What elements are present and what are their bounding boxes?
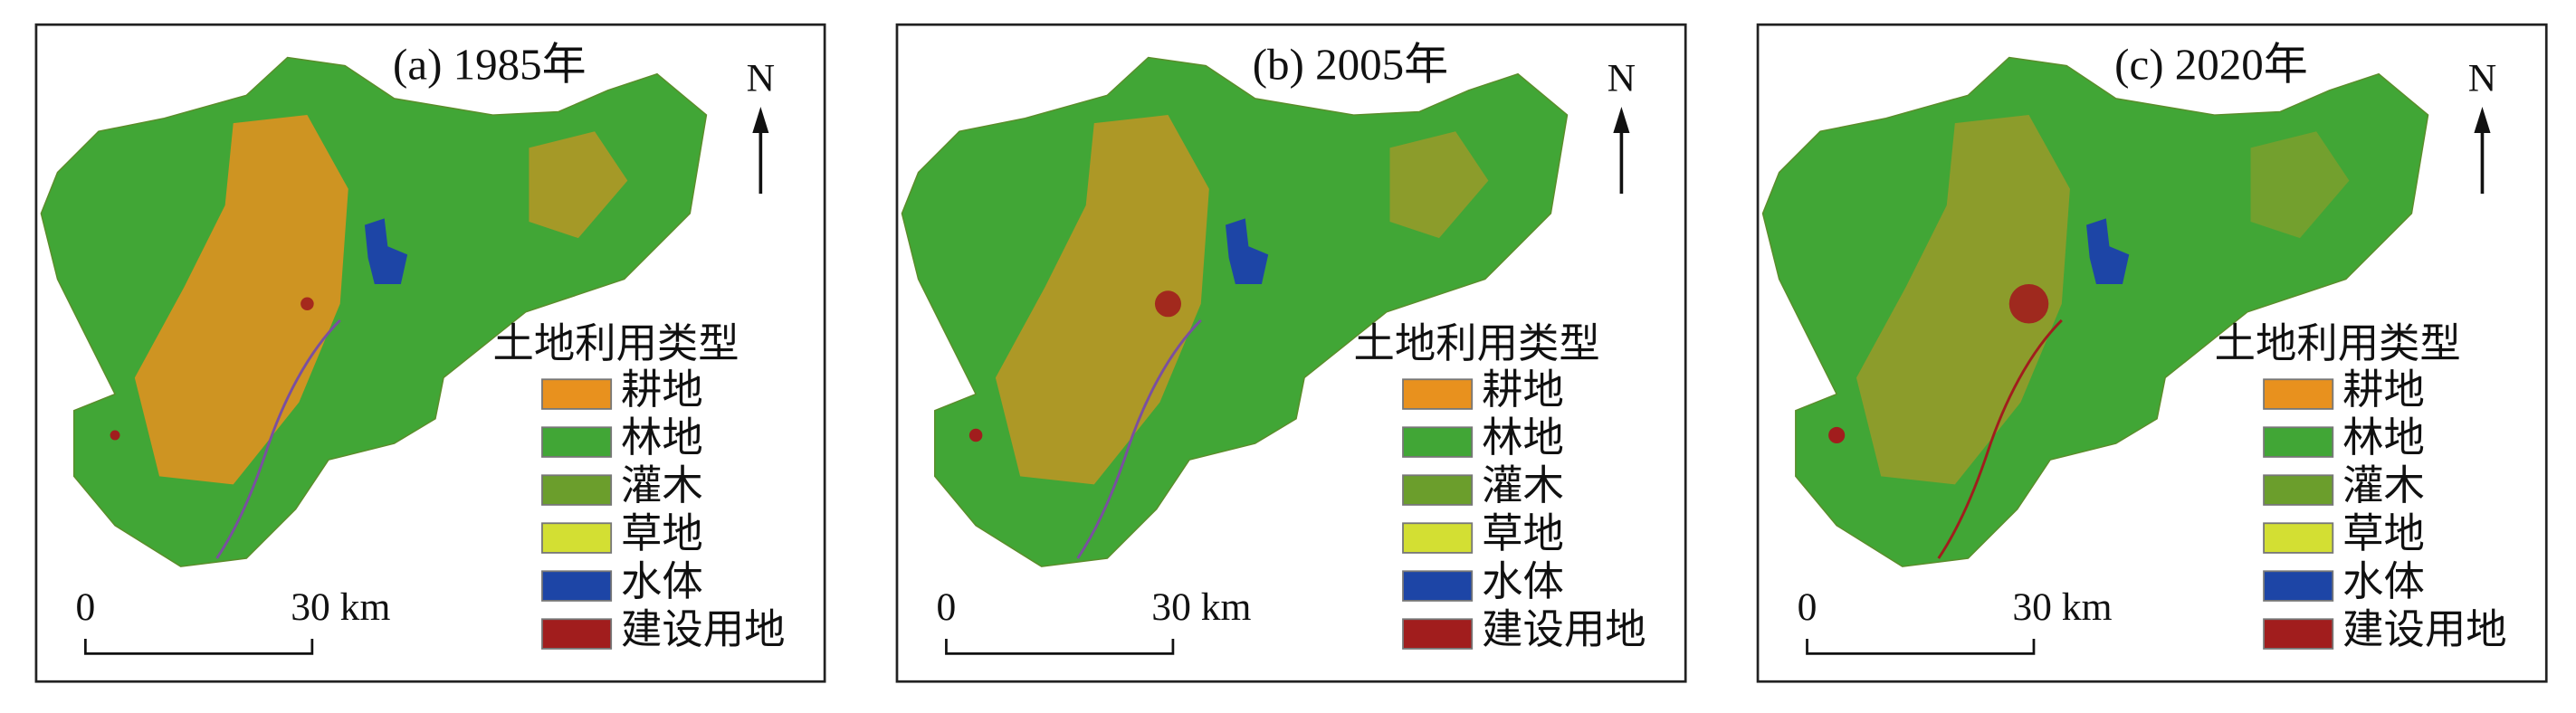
legend-label: 建设用地 — [621, 607, 785, 652]
scale-end: 30 km — [1151, 585, 1251, 629]
urban-area — [1828, 426, 1846, 444]
cropland-zone — [2250, 131, 2350, 239]
legend-label: 耕地 — [1482, 367, 1564, 413]
legend-label: 草地 — [1482, 511, 1564, 556]
panel-title: (b) 2005年 — [1253, 39, 1448, 89]
reservoir — [1225, 218, 1269, 284]
study-area — [1761, 56, 2429, 567]
north-arrow-head — [1613, 106, 1630, 134]
river — [215, 318, 341, 559]
map — [901, 56, 1569, 567]
legend-swatch — [541, 474, 613, 506]
cropland-zone — [134, 115, 348, 485]
legend-label: 草地 — [621, 511, 703, 556]
legend-swatch — [1402, 522, 1474, 554]
legend-label: 建设用地 — [2342, 607, 2506, 652]
legend-label: 灌木 — [2342, 463, 2425, 509]
legend-label: 林地 — [2342, 415, 2425, 461]
urban-area — [110, 430, 120, 441]
legend-title: 土地利用类型 — [2215, 321, 2461, 366]
scale-end: 30 km — [291, 585, 390, 629]
urban-area — [968, 428, 983, 442]
cropland-zone — [529, 131, 628, 239]
legend-label: 建设用地 — [1482, 607, 1646, 652]
legend-label: 林地 — [1482, 415, 1564, 461]
north-arrow-head — [2474, 106, 2491, 134]
legend-label: 水体 — [621, 559, 703, 604]
legend-label: 水体 — [1482, 559, 1564, 604]
reservoir — [364, 218, 408, 284]
scale-start: 0 — [1798, 585, 1818, 629]
legend-swatch — [2263, 570, 2334, 602]
river — [1937, 318, 2063, 559]
legend-swatch — [541, 378, 613, 410]
legend-swatch — [2263, 378, 2334, 410]
north-arrow-head — [752, 106, 769, 134]
legend-title: 土地利用类型 — [1354, 321, 1600, 366]
scale-bar — [1806, 639, 2036, 655]
legend-swatch — [2263, 522, 2334, 554]
legend-label: 耕地 — [2342, 367, 2425, 413]
legend-label: 草地 — [2342, 511, 2425, 556]
legend-swatch — [2263, 426, 2334, 458]
north-label: N — [747, 57, 775, 100]
cropland-zone — [1389, 131, 1489, 239]
urban-area — [1154, 290, 1181, 318]
reservoir — [2086, 218, 2130, 284]
legend-label: 水体 — [2342, 559, 2425, 604]
legend-swatch — [1402, 474, 1474, 506]
legend-swatch — [1402, 570, 1474, 602]
legend-label: 灌木 — [1482, 463, 1564, 509]
urban-area — [301, 297, 314, 311]
legend-swatch — [2263, 618, 2334, 650]
legend-swatch — [541, 426, 613, 458]
north-label: N — [1608, 57, 1636, 100]
legend-swatch — [541, 570, 613, 602]
legend-swatch — [1402, 618, 1474, 650]
scale-bar — [84, 639, 314, 655]
river — [1076, 318, 1202, 559]
map — [1761, 56, 2429, 567]
panel-title: (c) 2020年 — [2114, 39, 2308, 89]
scale-end: 30 km — [2012, 585, 2112, 629]
legend-label: 耕地 — [621, 367, 703, 413]
legend-swatch — [541, 522, 613, 554]
cropland-zone — [1856, 115, 2070, 485]
scale-bar — [945, 639, 1175, 655]
scale-start: 0 — [75, 585, 95, 629]
scale-start: 0 — [937, 585, 957, 629]
legend-label: 灌木 — [621, 463, 703, 509]
panel-title: (a) 1985年 — [393, 39, 587, 89]
map — [40, 56, 708, 567]
legend-swatch — [2263, 474, 2334, 506]
urban-area — [2008, 283, 2049, 324]
legend-title: 土地利用类型 — [493, 321, 739, 366]
legend-swatch — [1402, 426, 1474, 458]
legend-swatch — [541, 618, 613, 650]
legend-swatch — [1402, 378, 1474, 410]
legend-label: 林地 — [621, 415, 703, 461]
north-label: N — [2468, 57, 2496, 100]
cropland-zone — [995, 115, 1209, 485]
